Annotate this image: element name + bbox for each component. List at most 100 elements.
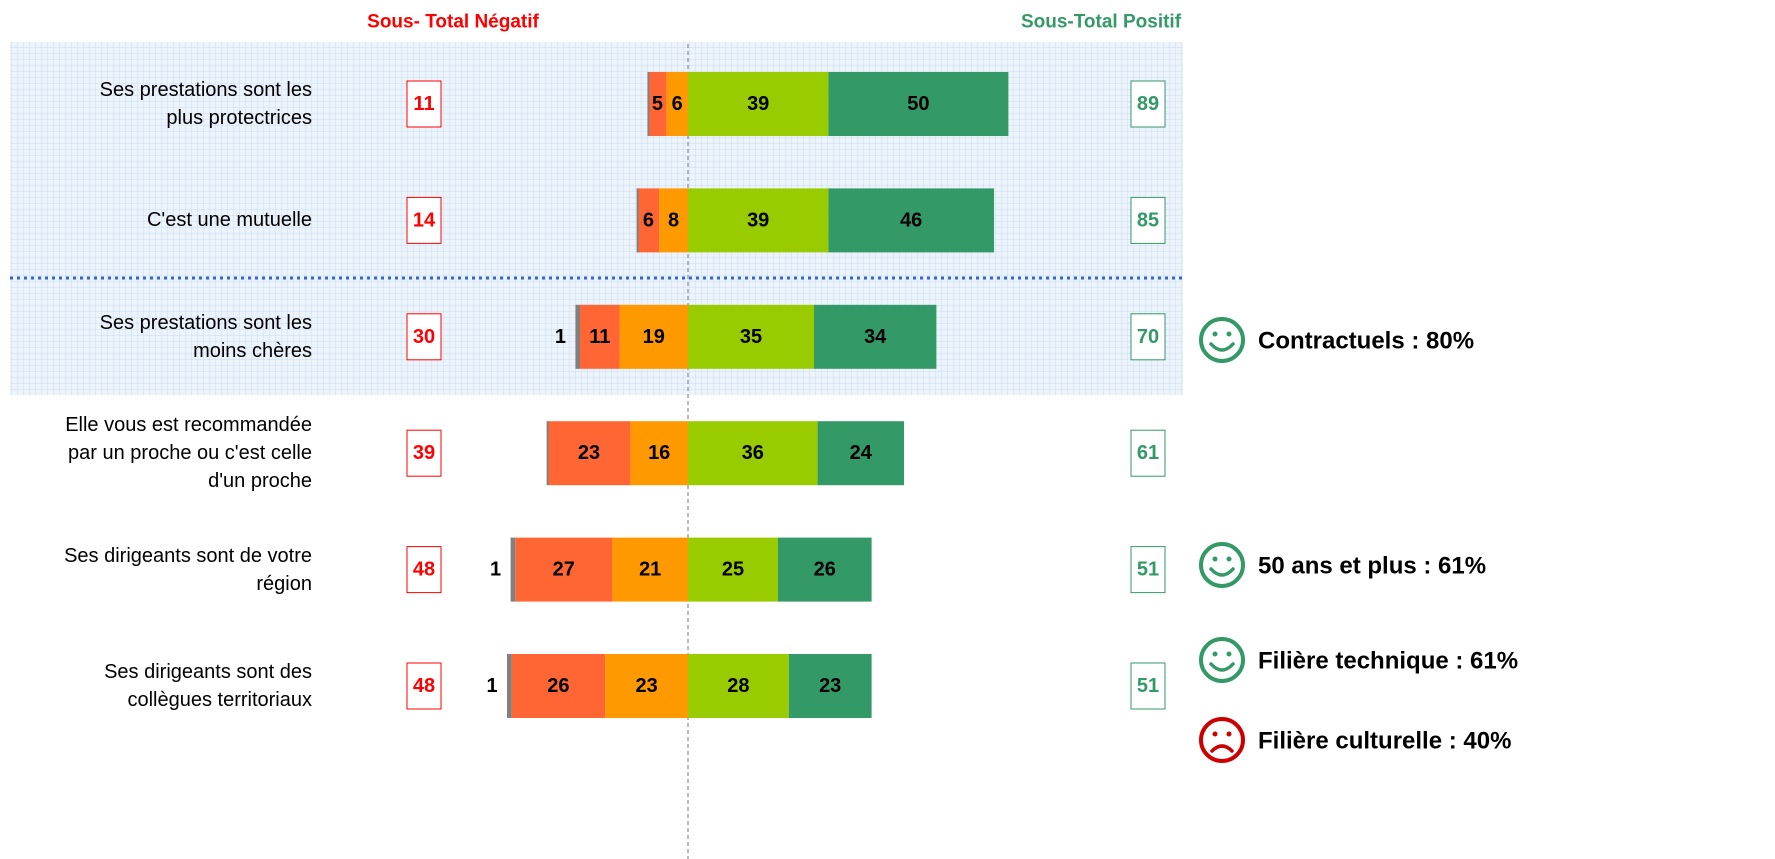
segment-label: 27 [553, 559, 575, 581]
segment-label: 5 [652, 93, 663, 115]
bar-segment [547, 421, 631, 486]
bar-edge [575, 304, 578, 369]
bar-segment [508, 654, 512, 718]
bar-edge [636, 188, 639, 253]
segment-label: 21 [639, 559, 661, 581]
total-box [1130, 313, 1166, 361]
bar-edge [507, 654, 509, 718]
total-box [1130, 429, 1166, 477]
segment-label: 46 [900, 209, 922, 231]
total-box [406, 196, 442, 244]
segment-label: 24 [850, 442, 873, 464]
bar-segment [814, 304, 937, 369]
annotation-icon [1199, 317, 1245, 363]
category-label: C'est une mutuelle [146, 209, 312, 232]
total-box [1130, 80, 1166, 128]
total-box [1130, 662, 1166, 710]
total-box [406, 429, 442, 477]
positive-header: Sous-Total Positif [1021, 12, 1182, 33]
total-box [406, 662, 442, 710]
bar-segment [688, 188, 829, 253]
segment-label: 36 [742, 442, 764, 464]
bar-segment [828, 72, 1009, 136]
annotation-icon-mouth [1209, 567, 1235, 577]
bar-segment [511, 537, 516, 602]
total-label: 51 [1137, 675, 1159, 697]
bar-segment [637, 188, 660, 253]
bar-segment [688, 304, 814, 369]
segment-label: 25 [722, 559, 744, 581]
bar-segment [778, 537, 872, 602]
annotation-text: Contractuels : 80% [1258, 328, 1474, 355]
annotation-text: Filière technique : 61% [1258, 648, 1518, 675]
annotation-icon-mouth [1209, 662, 1235, 672]
category-label: Ses prestations sont les moins chères [99, 311, 312, 362]
segment-label: 28 [727, 675, 749, 697]
total-label: 48 [413, 559, 435, 581]
annotation-icon-eye [1212, 331, 1218, 337]
annotation-icon-eye [1226, 331, 1232, 337]
total-label: 89 [1137, 93, 1159, 115]
segment-label: 26 [547, 675, 569, 697]
total-label: 30 [413, 326, 435, 348]
segment-label: 23 [819, 675, 841, 697]
bar-segment [788, 654, 872, 718]
bar-segment [612, 537, 688, 602]
annotation-text: 50 ans et plus : 61% [1258, 553, 1486, 580]
category-label: Ses dirigeants sont de votre région [64, 544, 312, 595]
segment-label: 39 [747, 93, 769, 115]
bar-segment [605, 654, 688, 718]
segment-label: 8 [668, 209, 679, 231]
annotation-text: Filière culturelle : 40% [1258, 728, 1511, 755]
total-label: 51 [1137, 559, 1159, 581]
bar-segment [515, 537, 613, 602]
segment-label: 39 [747, 209, 769, 231]
annotation-icon-eye [1226, 651, 1232, 657]
annotation-icon-mouth [1210, 744, 1234, 753]
segment-label: 26 [814, 559, 836, 581]
bar-edge [647, 72, 650, 136]
annotation-icon [1199, 637, 1245, 683]
total-label: 11 [413, 93, 434, 115]
bar-segment [580, 304, 620, 369]
segment-label: 6 [672, 93, 683, 115]
bar-segment [659, 188, 688, 253]
category-label: Ses prestations sont les plus protectric… [99, 79, 312, 129]
annotation-icon-eye [1212, 651, 1218, 657]
annotation-icon-eye [1226, 731, 1232, 737]
segment-label: 50 [907, 93, 929, 115]
bar-edge [546, 421, 549, 486]
total-label: 70 [1137, 326, 1159, 348]
bar-segment [576, 304, 580, 369]
segment-label: 6 [643, 209, 654, 231]
segment-label: 1 [486, 675, 497, 697]
total-label: 14 [413, 209, 436, 231]
negative-header: Sous- Total Négatif [367, 12, 539, 33]
segment-label: 1 [490, 559, 501, 581]
total-box [406, 546, 442, 594]
bar-segment [688, 654, 789, 718]
bar-segment [828, 188, 994, 253]
segment-label: 23 [635, 675, 657, 697]
category-label: Ses dirigeants sont des collègues territ… [104, 661, 312, 711]
bar-segment [666, 72, 688, 136]
total-box [406, 313, 442, 361]
category-label: Elle vous est recommandée par un proche … [65, 414, 312, 493]
total-label: 48 [413, 675, 435, 697]
segment-label: 1 [555, 326, 566, 348]
bar-edge [510, 537, 513, 602]
total-box [1130, 546, 1166, 594]
annotation-icon [1199, 717, 1245, 763]
annotation-icon-eye [1212, 556, 1218, 562]
bar-segment [688, 72, 829, 136]
bar-segment [630, 421, 688, 486]
total-box [1130, 196, 1166, 244]
bar-segment [511, 654, 606, 718]
total-box [406, 80, 442, 128]
bar-segment [688, 421, 818, 486]
segment-label: 23 [578, 442, 600, 464]
segment-label: 11 [589, 326, 610, 348]
annotation-icon-mouth [1209, 342, 1235, 352]
